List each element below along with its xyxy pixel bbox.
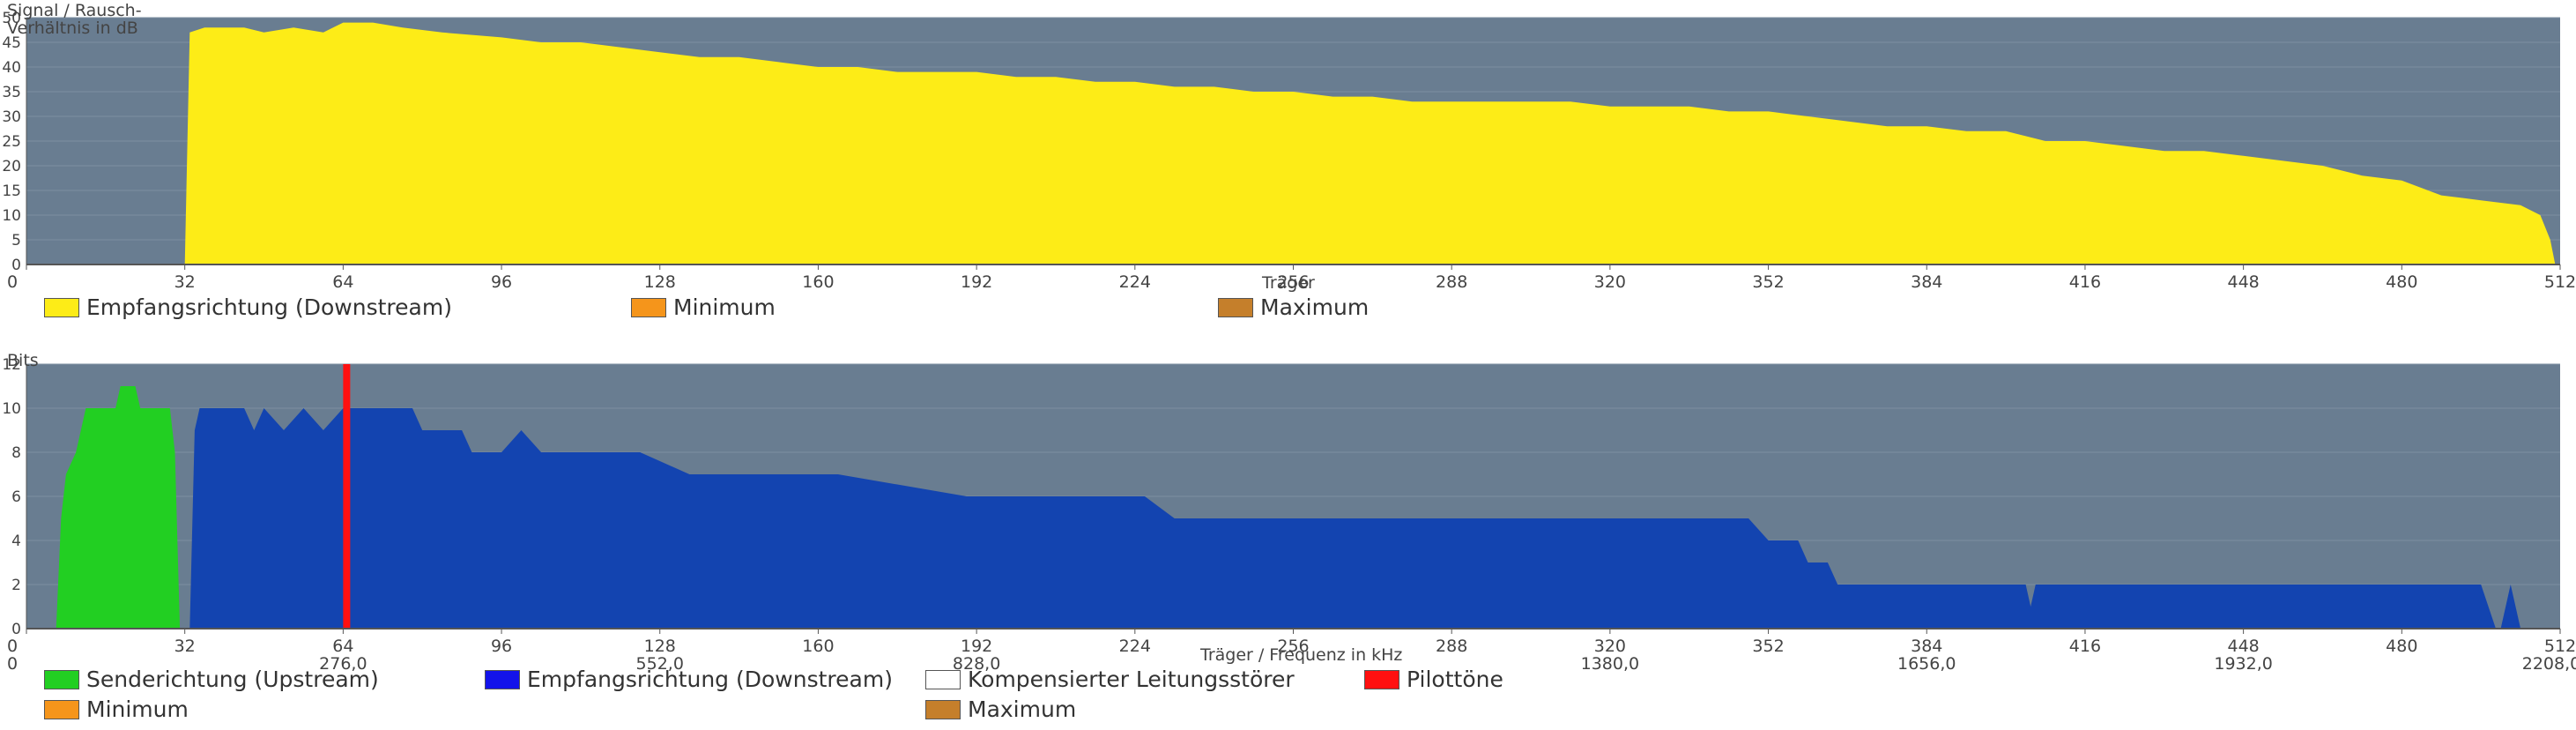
snr-x-tick-label: 192 bbox=[961, 272, 992, 292]
bits-x-tick-label: 288 bbox=[1436, 637, 1467, 656]
snr-x-tick-label: 64 bbox=[332, 272, 353, 292]
legend-label: Minimum bbox=[86, 696, 189, 722]
snr-x-tick-label: 96 bbox=[491, 272, 512, 292]
legend-label: Empfangsrichtung (Downstream) bbox=[527, 667, 893, 692]
bits-x-tick-label: 64 bbox=[332, 637, 353, 656]
bits-series-pilot-tone bbox=[343, 364, 351, 629]
legend-item-snr-downstream: Empfangsrichtung (Downstream) bbox=[44, 294, 452, 320]
legend-swatch bbox=[44, 699, 79, 719]
bits-x-tick-label: 32 bbox=[174, 637, 196, 656]
bits-y-tick-label: 6 bbox=[11, 488, 21, 506]
snr-x-tick-label: 288 bbox=[1436, 272, 1467, 292]
legend-label: Kompensierter Leitungsstörer bbox=[968, 667, 1295, 692]
bits-x-khz-label: 0 bbox=[7, 654, 18, 674]
snr-x-tick-label: 224 bbox=[1119, 272, 1151, 292]
bits-x-tick-label: 160 bbox=[802, 637, 834, 656]
bits-series-empfangsrichtung-downstream bbox=[189, 408, 2521, 629]
legend-item-bits-upstream: Senderichtung (Upstream) bbox=[44, 667, 379, 692]
legend-item-bits-downstream: Empfangsrichtung (Downstream) bbox=[485, 667, 893, 692]
bits-y-tick-label: 2 bbox=[11, 577, 21, 594]
snr-y-tick-label: 20 bbox=[2, 158, 21, 175]
bits-x-khz-label: 276,0 bbox=[319, 654, 367, 674]
snr-x-tick-label: 32 bbox=[174, 272, 196, 292]
legend-label: Maximum bbox=[968, 696, 1077, 722]
snr-x-tick-label: 128 bbox=[644, 272, 676, 292]
legend-swatch bbox=[485, 669, 520, 689]
snr-y-tick-label: 40 bbox=[2, 59, 21, 77]
bits-x-tick-label: 128 bbox=[644, 637, 676, 656]
snr-y-axis-title: Signal / Rausch- Verhältnis in dB bbox=[7, 1, 142, 38]
snr-x-tick-label: 320 bbox=[1594, 272, 1626, 292]
snr-y-tick-label: 15 bbox=[2, 182, 21, 200]
bits-y-tick-label: 10 bbox=[2, 400, 21, 418]
bits-x-khz-label: 552,0 bbox=[636, 654, 684, 674]
bits-series-sendrichtung-upstream bbox=[56, 386, 181, 629]
legend-label: Senderichtung (Upstream) bbox=[86, 667, 379, 692]
bits-x-tick-label: 480 bbox=[2386, 637, 2417, 656]
snr-y-tick-label: 30 bbox=[2, 108, 21, 126]
snr-y-tick-label: 5 bbox=[11, 232, 21, 250]
bits-y-tick-label: 8 bbox=[11, 444, 21, 462]
legend-item-bits-maximum: Maximum bbox=[925, 696, 1076, 722]
snr-x-tick-label: 480 bbox=[2386, 272, 2417, 292]
legend-swatch bbox=[1218, 297, 1253, 317]
bits-x-tick-label: 192 bbox=[961, 637, 992, 656]
snr-y-tick-label: 0 bbox=[11, 257, 21, 274]
legend-label: Maximum bbox=[1260, 294, 1370, 320]
snr-x-tick-label: 448 bbox=[2227, 272, 2259, 292]
bits-x-tick-label: 320 bbox=[1594, 637, 1626, 656]
snr-x-tick-label: 384 bbox=[1911, 272, 1942, 292]
bits-y-tick-label: 0 bbox=[11, 621, 21, 638]
bits-y-axis-title: Bits bbox=[7, 351, 39, 370]
bits-x-khz-label: 2208,0 bbox=[2522, 654, 2576, 674]
snr-y-tick-label: 50 bbox=[2, 10, 21, 27]
legend-swatch bbox=[925, 669, 961, 689]
legend-item-bits-pilot-tones: Pilottöne bbox=[1364, 667, 1503, 692]
bits-x-tick-label: 224 bbox=[1119, 637, 1151, 656]
bits-x-tick-label: 384 bbox=[1911, 637, 1942, 656]
legend-item-snr-minimum: Minimum bbox=[631, 294, 776, 320]
bits-x-tick-label: 352 bbox=[1752, 637, 1784, 656]
snr-x-axis-title: Träger bbox=[1262, 273, 1315, 293]
snr-y-tick-label: 45 bbox=[2, 34, 21, 52]
legend-swatch bbox=[925, 699, 961, 719]
snr-y-tick-label: 25 bbox=[2, 133, 21, 151]
snr-x-tick-label: 352 bbox=[1752, 272, 1784, 292]
bits-y-tick-label: 12 bbox=[2, 356, 21, 374]
bits-x-khz-label: 828,0 bbox=[953, 654, 1000, 674]
legend-swatch bbox=[1364, 669, 1399, 689]
snr-x-tick-label: 0 bbox=[7, 272, 18, 292]
snr-x-tick-label: 512 bbox=[2544, 272, 2576, 292]
bits-x-khz-label: 1656,0 bbox=[1897, 654, 1956, 674]
bits-x-tick-label: 0 bbox=[7, 637, 18, 656]
legend-swatch bbox=[44, 669, 79, 689]
bits-x-tick-label: 416 bbox=[2069, 637, 2101, 656]
legend-label: Empfangsrichtung (Downstream) bbox=[86, 294, 452, 320]
snr-x-tick-label: 256 bbox=[1277, 272, 1309, 292]
legend-label: Pilottöne bbox=[1407, 667, 1503, 692]
bits-x-tick-label: 512 bbox=[2544, 637, 2576, 656]
bits-x-tick-label: 96 bbox=[491, 637, 512, 656]
legend-item-bits-minimum: Minimum bbox=[44, 696, 189, 722]
legend-label: Minimum bbox=[673, 294, 776, 320]
snr-x-tick-label: 416 bbox=[2069, 272, 2101, 292]
bits-x-axis-title: Träger / Frequenz in kHz bbox=[1200, 645, 1403, 665]
bits-x-khz-label: 1932,0 bbox=[2214, 654, 2272, 674]
snr-y-tick-label: 10 bbox=[2, 207, 21, 225]
legend-item-bits-compensated-noise: Kompensierter Leitungsstörer bbox=[925, 667, 1295, 692]
snr-series-empfangsrichtung-downstream bbox=[184, 22, 2556, 264]
legend-swatch bbox=[44, 297, 79, 317]
legend-item-snr-maximum: Maximum bbox=[1218, 294, 1369, 320]
bits-x-tick-label: 448 bbox=[2227, 637, 2259, 656]
snr-x-tick-label: 160 bbox=[802, 272, 834, 292]
legend-swatch bbox=[631, 297, 666, 317]
bits-x-khz-label: 1380,0 bbox=[1581, 654, 1639, 674]
bits-y-tick-label: 4 bbox=[11, 533, 21, 550]
snr-y-tick-label: 35 bbox=[2, 84, 21, 101]
bits-x-tick-label: 256 bbox=[1277, 637, 1309, 656]
